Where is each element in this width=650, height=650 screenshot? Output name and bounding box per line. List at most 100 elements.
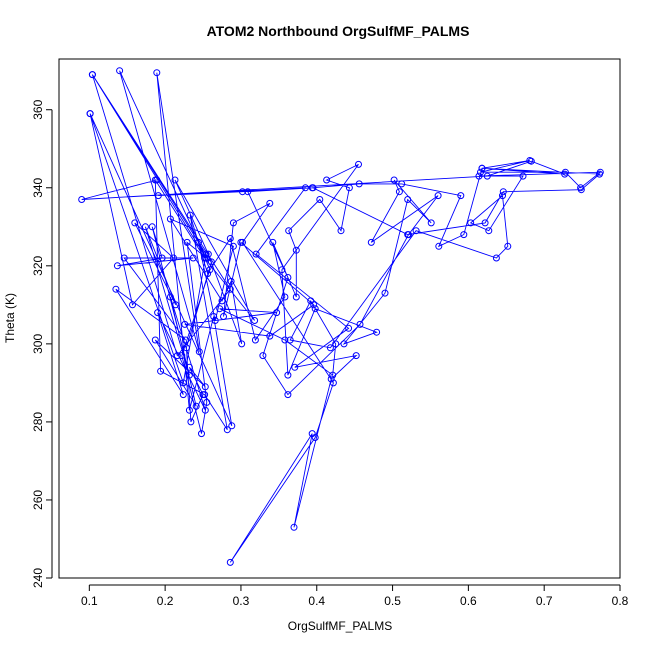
data-point [251, 336, 259, 344]
data-point [88, 71, 96, 79]
y-tick-label: 320 [31, 255, 45, 275]
data-point [527, 157, 535, 165]
data-point [216, 305, 224, 313]
data-point [457, 192, 465, 200]
series-line [81, 70, 602, 563]
data-point [201, 391, 209, 399]
data-point [292, 293, 300, 301]
x-tick-label: 0.8 [612, 594, 629, 608]
data-point [182, 344, 190, 352]
data-point [340, 340, 348, 348]
data-point [252, 250, 260, 258]
x-tick-label: 0.3 [233, 594, 250, 608]
data-point [284, 391, 292, 399]
data-point [210, 313, 218, 320]
data-point [131, 219, 139, 227]
data-point [223, 426, 231, 434]
data-point [166, 293, 174, 301]
data-point [172, 301, 180, 309]
data-point [278, 266, 286, 274]
data-point [201, 254, 209, 262]
chart-title: ATOM2 Northbound OrgSulfMF_PALMS [207, 23, 470, 39]
data-point [154, 309, 162, 317]
data-point [329, 379, 337, 387]
x-axis-label: OrgSulfMF_PALMS [288, 619, 392, 633]
data-point [153, 176, 161, 184]
data-point [185, 406, 193, 414]
data-point [251, 317, 259, 324]
data-point [485, 227, 493, 235]
x-tick-label: 0.4 [308, 594, 325, 608]
data-point [203, 398, 211, 406]
data-point [185, 363, 193, 371]
data-point [561, 170, 569, 178]
data-point [281, 336, 289, 344]
data-point [183, 238, 191, 246]
data-point [310, 301, 318, 309]
data-point [477, 168, 484, 176]
data-point [577, 186, 585, 194]
data-point [112, 285, 120, 293]
data-point [238, 340, 246, 348]
data-point [120, 254, 128, 262]
data-point [499, 192, 506, 200]
data-point [316, 196, 324, 203]
data-point [345, 184, 353, 192]
data-point [218, 297, 226, 305]
data-point [355, 180, 363, 188]
data-point [395, 188, 403, 196]
data-point [355, 160, 362, 168]
data-point [404, 231, 412, 239]
data-point [207, 258, 215, 266]
data-point [284, 274, 292, 281]
data-point [460, 231, 468, 239]
data-point [201, 406, 209, 414]
x-tick-label: 0.1 [81, 594, 98, 608]
data-point [356, 320, 364, 328]
x-tick-label: 0.5 [384, 594, 401, 608]
data-point [398, 180, 406, 188]
data-point [148, 223, 156, 231]
data-point [198, 430, 205, 438]
data-point [412, 227, 420, 235]
data-point [492, 254, 500, 262]
data-point [182, 336, 190, 344]
data-point [239, 238, 246, 246]
data-point [266, 199, 274, 207]
data-point [239, 188, 246, 196]
data-point [504, 242, 512, 250]
data-point [186, 211, 194, 219]
data-point [404, 196, 412, 203]
data-point [481, 219, 489, 227]
data-point [201, 383, 209, 391]
y-axis-label: Theta (K) [3, 293, 17, 343]
data-point [475, 172, 483, 180]
data-point [284, 371, 292, 379]
data-point [151, 336, 159, 344]
data-point [227, 277, 235, 285]
data-point [434, 192, 442, 200]
y-tick-label: 260 [31, 490, 45, 510]
data-point [259, 352, 267, 360]
data-point [195, 238, 202, 246]
series-layer [78, 67, 604, 566]
data-point [78, 196, 86, 203]
data-point [185, 371, 193, 379]
data-point [158, 254, 166, 262]
data-point [292, 246, 300, 254]
data-point [345, 324, 353, 332]
data-point [192, 402, 200, 410]
data-point [309, 184, 317, 192]
data-point [323, 176, 331, 184]
y-tick-label: 360 [31, 99, 45, 119]
data-point [483, 172, 491, 180]
data-point [435, 242, 443, 250]
x-tick-label: 0.6 [460, 594, 477, 608]
data-point [204, 270, 212, 278]
data-point [153, 69, 161, 77]
data-point [286, 336, 294, 344]
data-point [291, 363, 299, 371]
data-point [113, 262, 121, 270]
data-point [86, 110, 94, 118]
